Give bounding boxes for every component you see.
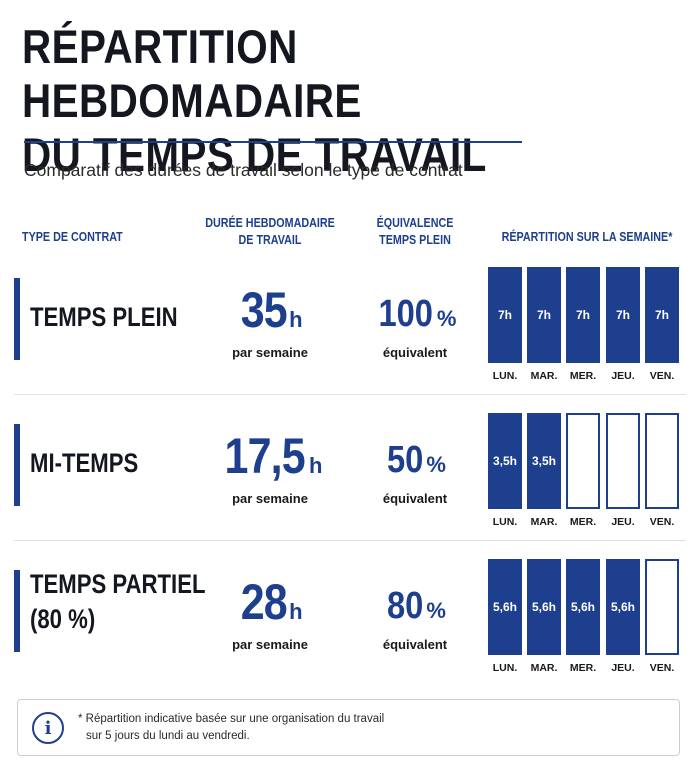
day-name: MER. [569,516,597,528]
day-name: MAR. [530,662,558,674]
day-block: 7h [488,267,522,363]
full-time-percent-unit: % [426,452,446,477]
title-divider [24,141,522,143]
full-time-percent-value: 100 [377,293,433,335]
page-title: RÉPARTITION HEBDOMADAIRE DU TEMPS DE TRA… [22,20,590,182]
weekly-hours: 17,5 h [190,428,350,484]
weekly-hours-caption: par semaine [232,345,308,360]
header-equivalence-line-2: TEMPS PLEIN [379,233,451,247]
weekly-hours-value: 35 [241,282,288,338]
day-block: 5,6h [527,559,561,655]
day-block [566,413,600,509]
header-week-distribution: RÉPARTITION SUR LA SEMAINE* [501,230,673,244]
header-duration-line-1: DURÉE HEBDOMADAIRE [205,216,335,230]
header-contract-type: TYPE DE CONTRAT [22,230,123,244]
full-time-percent-value: 80 [387,585,424,627]
row-accent-bar [14,278,20,360]
day-block [645,559,679,655]
day-name: MER. [569,370,597,382]
weekly-hours-unit: h [289,307,303,332]
day-name: VEN. [649,516,675,528]
weekly-hours-value: 17,5 [224,428,305,484]
row-separator [14,394,686,395]
footnote-line-2: sur 5 jours du lundi au vendredi. [86,730,250,742]
full-time-percent-caption: équivalent [382,345,448,360]
full-time-percent-unit: % [436,306,457,331]
full-time-percent-caption: équivalent [382,637,448,652]
header-full-time-equivalence: ÉQUIVALENCE TEMPS PLEIN [364,215,465,249]
day-block: 5,6h [606,559,640,655]
header-equivalence-line-1: ÉQUIVALENCE [376,216,454,230]
day-block: 5,6h [488,559,522,655]
day-block: 7h [527,267,561,363]
full-time-percent: 100% [356,292,474,336]
day-block: 7h [566,267,600,363]
day-block: 7h [645,267,679,363]
header-duration-line-2: DE TRAVAIL [238,233,302,247]
weekly-hours: 28h [190,574,350,630]
weekly-hours-caption: par semaine [232,637,308,652]
contract-type-label: TEMPS PLEIN [30,300,178,335]
day-name: MAR. [530,516,558,528]
contract-type-line-1: TEMPS PLEIN [30,302,178,332]
day-name: MAR. [530,370,558,382]
day-name: LUN. [492,662,518,674]
row-accent-bar [14,424,20,506]
contract-type-line-1: MI-TEMPS [30,448,139,478]
full-time-percent-value: 50 [387,439,424,481]
contract-type-label: MI-TEMPS [30,446,138,481]
weekly-hours-caption: par semaine [232,491,308,506]
full-time-percent: 80% [356,584,474,628]
row-accent-bar [14,570,20,652]
footnote-text: * Répartition indicative basée sur une o… [78,711,458,745]
day-name: VEN. [649,370,675,382]
day-name: LUN. [492,370,518,382]
header-weekly-duration: DURÉE HEBDOMADAIRE DE TRAVAIL [201,215,339,249]
weekly-hours-unit: h [308,453,323,478]
day-name: JEU. [611,516,635,528]
day-block [645,413,679,509]
footnote-line-1: * Répartition indicative basée sur une o… [78,713,385,725]
day-block: 5,6h [566,559,600,655]
day-name: MER. [569,662,597,674]
title-line-2: DU TEMPS DE TRAVAIL [22,128,487,181]
day-name: LUN. [492,516,518,528]
subtitle: Comparatif des durées de travail selon l… [24,160,463,180]
weekly-hours-unit: h [289,599,303,624]
full-time-percent: 50% [356,438,474,482]
contract-type-label: TEMPS PARTIEL (80 %) [30,567,205,637]
contract-type-line-2: (80 %) [30,604,96,634]
footnote-box: i * Répartition indicative basée sur une… [17,699,680,756]
day-name: JEU. [611,662,635,674]
day-name: VEN. [649,662,675,674]
day-block [606,413,640,509]
full-time-percent-unit: % [426,598,446,623]
row-separator [14,540,686,541]
day-block: 3,5h [527,413,561,509]
weekly-hours: 35h [190,282,350,338]
day-block: 3,5h [488,413,522,509]
full-time-percent-caption: équivalent [382,491,448,506]
contract-type-line-1: TEMPS PARTIEL [30,569,206,599]
info-icon: i [32,712,64,744]
weekly-hours-value: 28 [241,574,288,630]
day-name: JEU. [611,370,635,382]
day-block: 7h [606,267,640,363]
title-line-1: RÉPARTITION HEBDOMADAIRE [22,20,362,127]
